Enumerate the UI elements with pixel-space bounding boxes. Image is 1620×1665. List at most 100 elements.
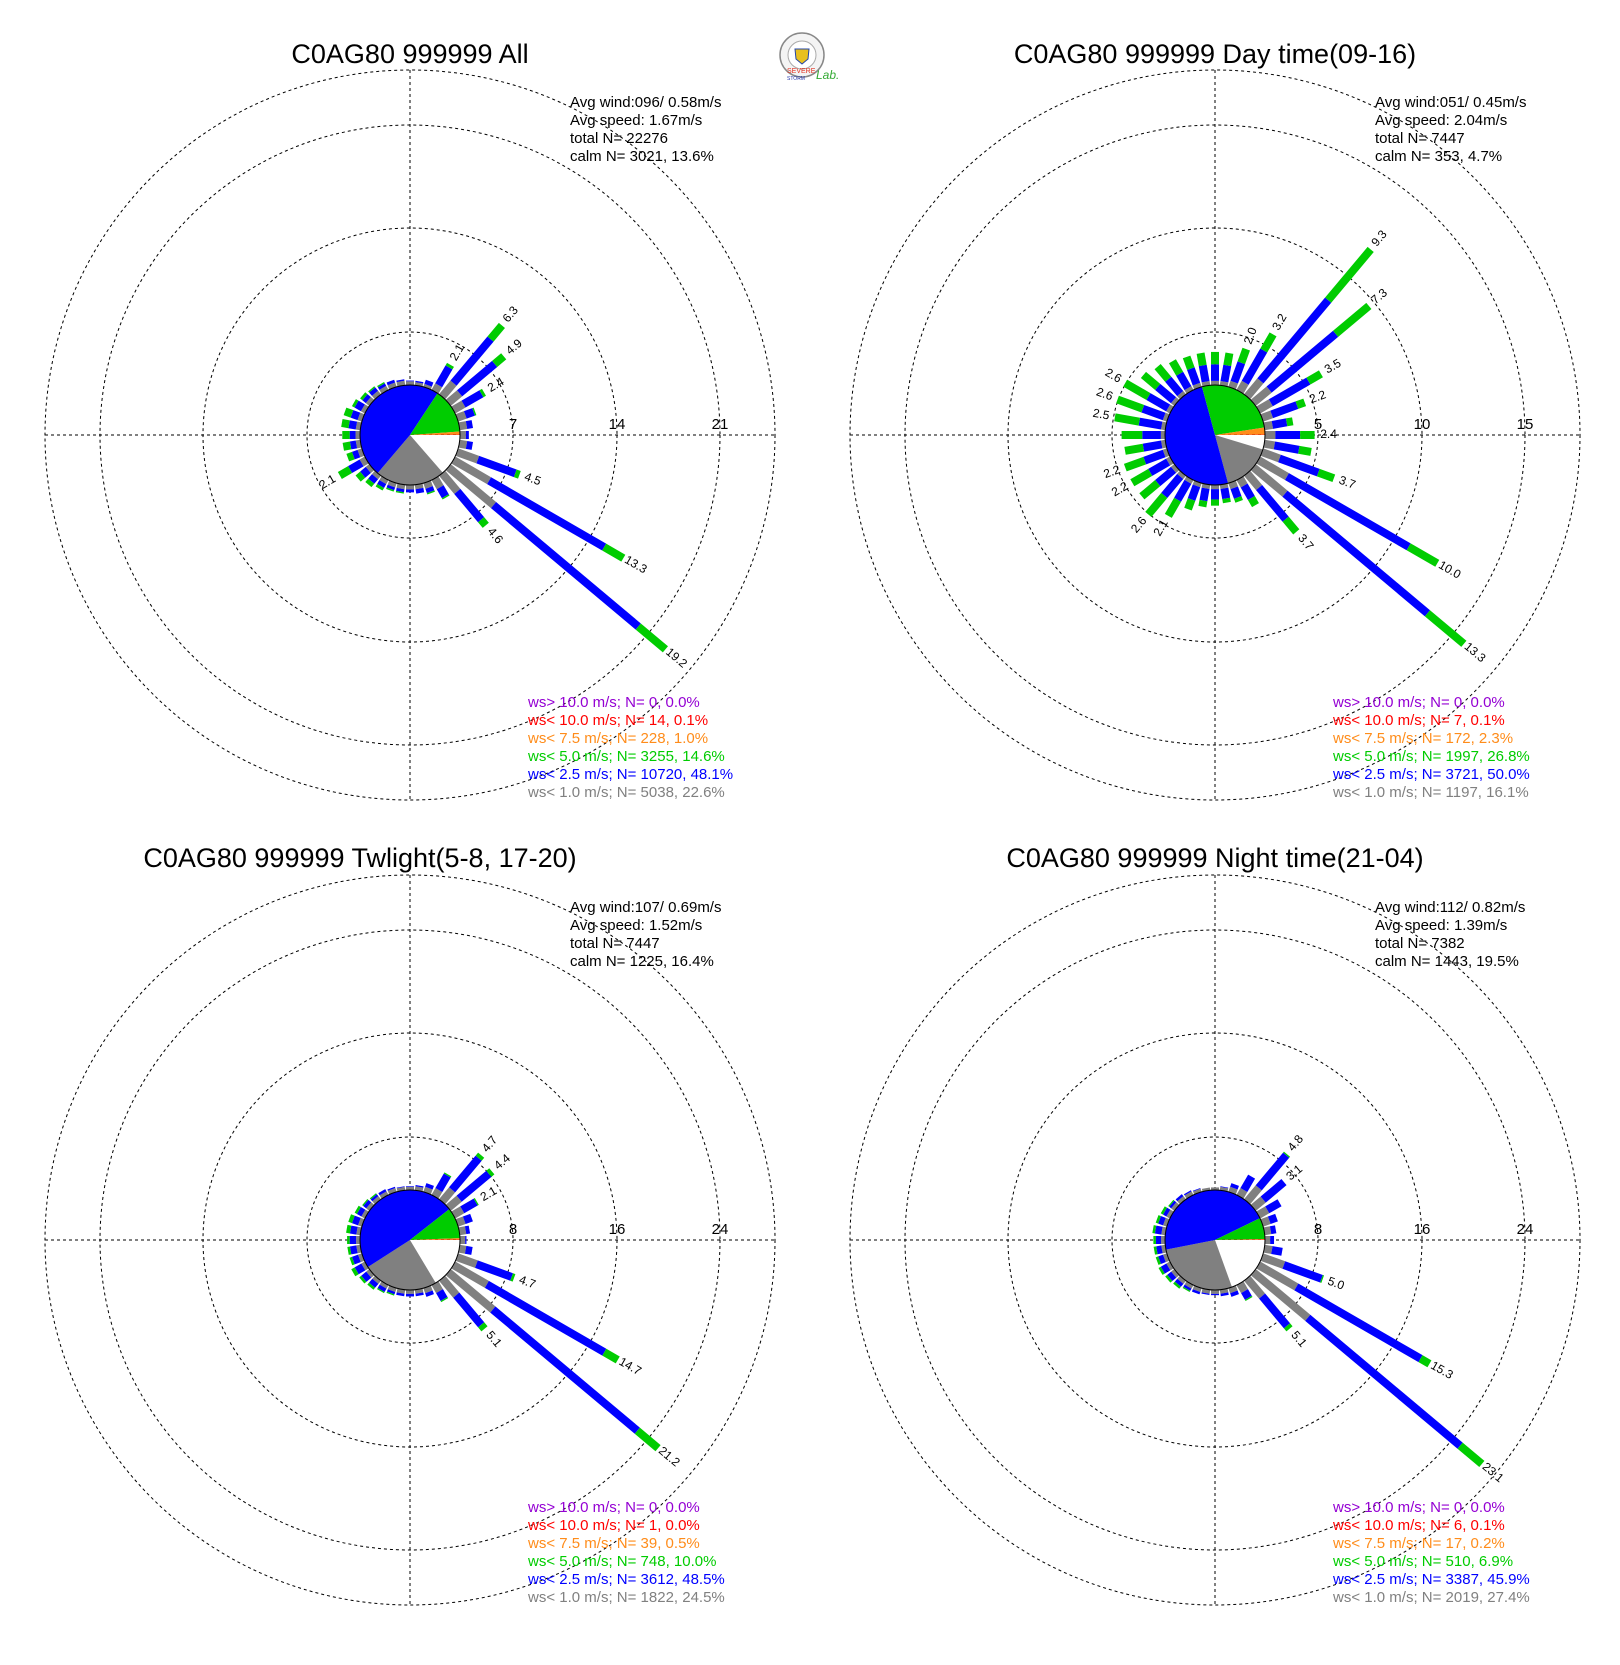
spoke-segment-lt2_5 [1178, 1281, 1180, 1284]
ring-label: 16 [609, 1221, 626, 1238]
spoke-segment-lt2_5 [390, 381, 391, 384]
spoke-segment-lt5 [340, 470, 350, 476]
spoke-segment-lt1 [435, 385, 439, 391]
spoke-segment-lt5 [1157, 1219, 1159, 1220]
spoke-segment-lt1 [392, 1287, 393, 1291]
spoke-segment-lt2_5 [440, 1291, 445, 1299]
spoke-segment-lt5 [1238, 498, 1239, 502]
spoke-segment-lt1 [362, 460, 367, 463]
spoke-segment-lt5 [1148, 495, 1164, 514]
spoke-segment-lt1 [1196, 482, 1197, 486]
ring-label: 5 [1314, 416, 1322, 433]
spoke-segment-lt1 [1232, 482, 1234, 488]
stats-line: total N= 7382 [1375, 935, 1465, 952]
spoke-segment-lt1 [442, 383, 453, 397]
spoke-label: 2.1 [478, 1183, 500, 1204]
spoke-segment-lt5 [637, 1431, 658, 1448]
spoke-segment-lt1 [453, 1210, 462, 1215]
legend-entry-lt1: ws< 1.0 m/s; N= 5038, 22.6% [527, 784, 725, 801]
spoke-segment-lt5 [351, 1261, 353, 1262]
spoke-segment-lt2_5 [419, 489, 420, 493]
spoke-segment-lt2_5 [1170, 1275, 1174, 1278]
spoke-segment-lt5 [1297, 402, 1305, 405]
ring-label: 8 [1314, 1221, 1322, 1238]
spoke-segment-lt2_5 [381, 1287, 383, 1290]
spoke-segment-lt5 [1163, 1210, 1165, 1211]
spoke-segment-lt5 [380, 1290, 381, 1291]
legend-entry-gt10: ws> 10.0 m/s; N= 0, 0.0% [527, 1499, 700, 1516]
spoke-segment-lt5 [604, 547, 623, 558]
spoke-segment-lt5 [445, 496, 446, 497]
spoke-segment-lt1 [1240, 1283, 1245, 1291]
spoke-segment-lt5 [1248, 1298, 1249, 1299]
spoke-segment-lt2_5 [371, 477, 375, 482]
spoke-segment-lt1 [1174, 467, 1177, 470]
spoke-segment-lt2_5 [1192, 486, 1197, 500]
spoke-segment-lt1 [1188, 1283, 1190, 1286]
spoke-segment-lt1 [457, 1257, 476, 1264]
spoke-segment-lt1 [442, 1190, 452, 1202]
spoke-segment-lt2_5 [372, 1281, 375, 1285]
stats-line: Avg wind:112/ 0.82m/s [1375, 899, 1525, 916]
spoke-segment-lt1 [375, 393, 378, 396]
spoke-segment-lt2_5 [1224, 488, 1226, 498]
spoke-segment-lt2_5 [374, 1197, 376, 1199]
spoke-segment-lt5 [638, 627, 665, 650]
spoke-segment-lt2_5 [1156, 1230, 1162, 1231]
spoke-segment-lt2_5 [467, 445, 473, 446]
spoke-segment-lt5 [345, 411, 352, 414]
spoke-segment-lt2_5 [1145, 454, 1164, 461]
ring-label: 10 [1414, 416, 1431, 433]
spoke-segment-lt1 [1168, 1265, 1171, 1267]
chart-title: C0AG80 999999 All [291, 39, 528, 69]
legend-entry-lt1: ws< 1.0 m/s; N= 1197, 16.1% [1332, 784, 1529, 801]
spoke-segment-lt5 [1158, 367, 1169, 380]
ring-label: 24 [712, 1221, 729, 1238]
spoke-segment-lt2_5 [1172, 1204, 1174, 1206]
spoke-segment-lt5 [1142, 483, 1158, 496]
spoke-segment-lt1 [1206, 1289, 1207, 1293]
spoke-segment-lt2_5 [1196, 1291, 1197, 1293]
spoke-segment-lt5 [515, 473, 519, 475]
spoke-label: 2.2 [1102, 462, 1123, 481]
legend-entry-lt10: ws< 10.0 m/s; N= 1, 0.0% [527, 1517, 700, 1534]
spoke-segment-lt2_5 [351, 1249, 357, 1250]
spoke-segment-lt2_5 [466, 1250, 472, 1251]
spoke-segment-lt2_5 [350, 463, 362, 470]
spoke-label: 4.7 [479, 1133, 501, 1155]
spoke-segment-lt5 [1286, 519, 1297, 532]
spoke-segment-lt1 [359, 1257, 363, 1258]
spoke-segment-lt1 [1168, 460, 1172, 462]
spoke-segment-lt5 [1172, 361, 1179, 374]
spoke-label: 4.6 [485, 525, 507, 547]
spoke-label: 2.1 [447, 341, 468, 363]
spoke-segment-lt1 [392, 1189, 393, 1193]
spoke-segment-lt1 [419, 484, 420, 488]
spoke-segment-lt2_5 [464, 394, 482, 404]
spoke-segment-lt2_5 [1285, 494, 1427, 614]
spoke-label: 3.7 [1337, 473, 1358, 492]
spoke-segment-lt5 [1328, 249, 1371, 300]
legend-entry-lt2_5: ws< 2.5 m/s; N= 3387, 45.9% [1332, 1571, 1530, 1588]
spoke-segment-lt1 [401, 381, 402, 385]
legend-entry-gt10: ws> 10.0 m/s; N= 0, 0.0% [1332, 694, 1505, 711]
legend-entry-lt7_5: ws< 7.5 m/s; N= 228, 1.0% [527, 730, 708, 747]
spoke-segment-lt5 [1115, 417, 1139, 421]
legend-entry-lt1: ws< 1.0 m/s; N= 1822, 24.5% [527, 1589, 725, 1606]
spoke-segment-lt1 [369, 1205, 372, 1207]
spoke-segment-lt5 [1318, 473, 1334, 479]
ring-label: 21 [712, 416, 729, 433]
spoke-segment-lt5 [1421, 1359, 1430, 1364]
spoke-label: 3.7 [1295, 531, 1317, 553]
spoke-segment-lt2_5 [1157, 1249, 1162, 1250]
legend-entry-lt5: ws< 5.0 m/s; N= 510, 6.9% [1332, 1553, 1513, 1570]
stats-line: total N= 7447 [570, 935, 660, 952]
spoke-segment-lt5 [1187, 357, 1191, 369]
spoke-segment-lt2_5 [1160, 1220, 1165, 1222]
spoke-label: 2.2 [1109, 479, 1131, 500]
spoke-segment-lt1 [363, 1265, 366, 1267]
spoke-segment-lt2_5 [382, 1191, 383, 1193]
spoke-segment-lt1 [1240, 478, 1244, 485]
spoke-segment-lt1 [383, 1283, 385, 1286]
